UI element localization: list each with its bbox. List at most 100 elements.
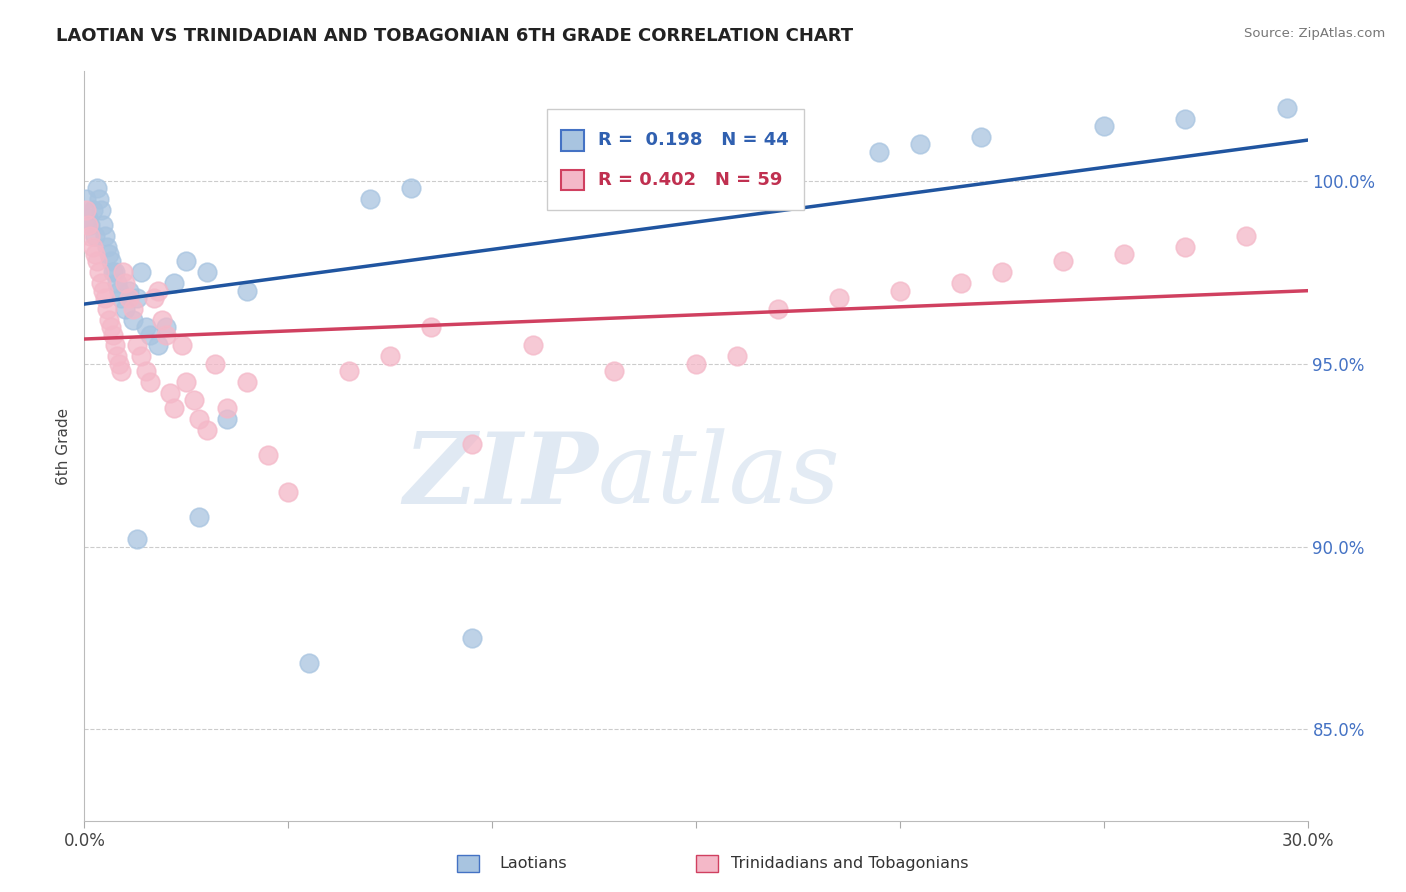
Point — [766, 301, 789, 316]
Point — [1092, 119, 1115, 133]
Point — [79, 218, 101, 232]
Point — [96, 301, 118, 316]
Point — [172, 338, 194, 352]
Point — [91, 218, 114, 232]
Point — [146, 284, 169, 298]
Point — [75, 192, 97, 206]
Point — [135, 364, 157, 378]
Point — [889, 284, 911, 298]
Text: LAOTIAN VS TRINIDADIAN AND TOBAGONIAN 6TH GRADE CORRELATION CHART: LAOTIAN VS TRINIDADIAN AND TOBAGONIAN 6T… — [56, 27, 853, 45]
Point — [127, 338, 149, 352]
Point — [869, 145, 891, 159]
FancyBboxPatch shape — [561, 169, 583, 191]
Point — [93, 291, 115, 305]
Point — [183, 393, 205, 408]
Point — [1236, 228, 1258, 243]
Point — [146, 338, 169, 352]
Point — [277, 484, 299, 499]
Point — [174, 375, 197, 389]
Point — [122, 301, 145, 316]
Point — [603, 364, 626, 378]
Point — [685, 357, 707, 371]
Point — [725, 350, 748, 364]
Point — [105, 350, 128, 364]
Point — [87, 265, 110, 279]
Point — [82, 203, 104, 218]
Point — [420, 320, 443, 334]
Point — [101, 265, 124, 279]
Point — [380, 350, 402, 364]
Point — [93, 228, 115, 243]
Point — [112, 265, 135, 279]
Point — [105, 277, 128, 291]
Point — [339, 364, 361, 378]
Point — [110, 291, 132, 305]
Point — [950, 277, 973, 291]
Point — [108, 284, 131, 298]
Point — [104, 338, 127, 352]
Point — [217, 411, 239, 425]
Point — [236, 375, 259, 389]
Point — [828, 291, 851, 305]
Point — [83, 228, 105, 243]
Point — [298, 657, 321, 671]
Point — [142, 291, 165, 305]
Point — [77, 218, 100, 232]
Point — [461, 437, 484, 451]
Point — [118, 291, 141, 305]
Point — [77, 211, 100, 225]
Point — [195, 423, 218, 437]
Point — [96, 240, 118, 254]
Point — [138, 375, 160, 389]
Point — [90, 203, 112, 218]
Point — [1174, 240, 1197, 254]
Point — [187, 411, 209, 425]
Point — [82, 240, 104, 254]
Point — [87, 192, 110, 206]
Y-axis label: 6th Grade: 6th Grade — [56, 408, 72, 484]
Point — [1052, 254, 1074, 268]
Point — [195, 265, 218, 279]
Point — [127, 532, 149, 546]
Point — [204, 357, 226, 371]
Point — [100, 320, 122, 334]
Point — [155, 327, 177, 342]
Point — [131, 350, 153, 364]
Point — [110, 364, 132, 378]
Point — [159, 386, 181, 401]
Point — [970, 130, 993, 145]
Point — [155, 320, 177, 334]
Point — [399, 181, 422, 195]
Point — [163, 401, 186, 415]
Point — [114, 277, 136, 291]
Point — [991, 265, 1014, 279]
Point — [100, 254, 122, 268]
Text: Laotians: Laotians — [499, 856, 567, 871]
Point — [257, 448, 280, 462]
Point — [122, 313, 145, 327]
Point — [359, 192, 381, 206]
Point — [461, 631, 484, 645]
Text: Trinidadians and Tobagonians: Trinidadians and Tobagonians — [731, 856, 969, 871]
Point — [163, 277, 186, 291]
Point — [118, 284, 141, 298]
Point — [86, 254, 108, 268]
Point — [150, 313, 173, 327]
Point — [101, 327, 124, 342]
Text: Source: ZipAtlas.com: Source: ZipAtlas.com — [1244, 27, 1385, 40]
Point — [1277, 101, 1299, 115]
Point — [79, 228, 101, 243]
Point — [108, 357, 131, 371]
Point — [236, 284, 259, 298]
Point — [217, 401, 239, 415]
Point — [522, 338, 544, 352]
Text: ZIP: ZIP — [404, 428, 598, 524]
Point — [75, 203, 97, 218]
Point — [138, 327, 160, 342]
Point — [127, 291, 149, 305]
Point — [104, 265, 127, 279]
Point — [83, 247, 105, 261]
Point — [91, 284, 114, 298]
FancyBboxPatch shape — [547, 109, 804, 210]
FancyBboxPatch shape — [561, 130, 583, 151]
